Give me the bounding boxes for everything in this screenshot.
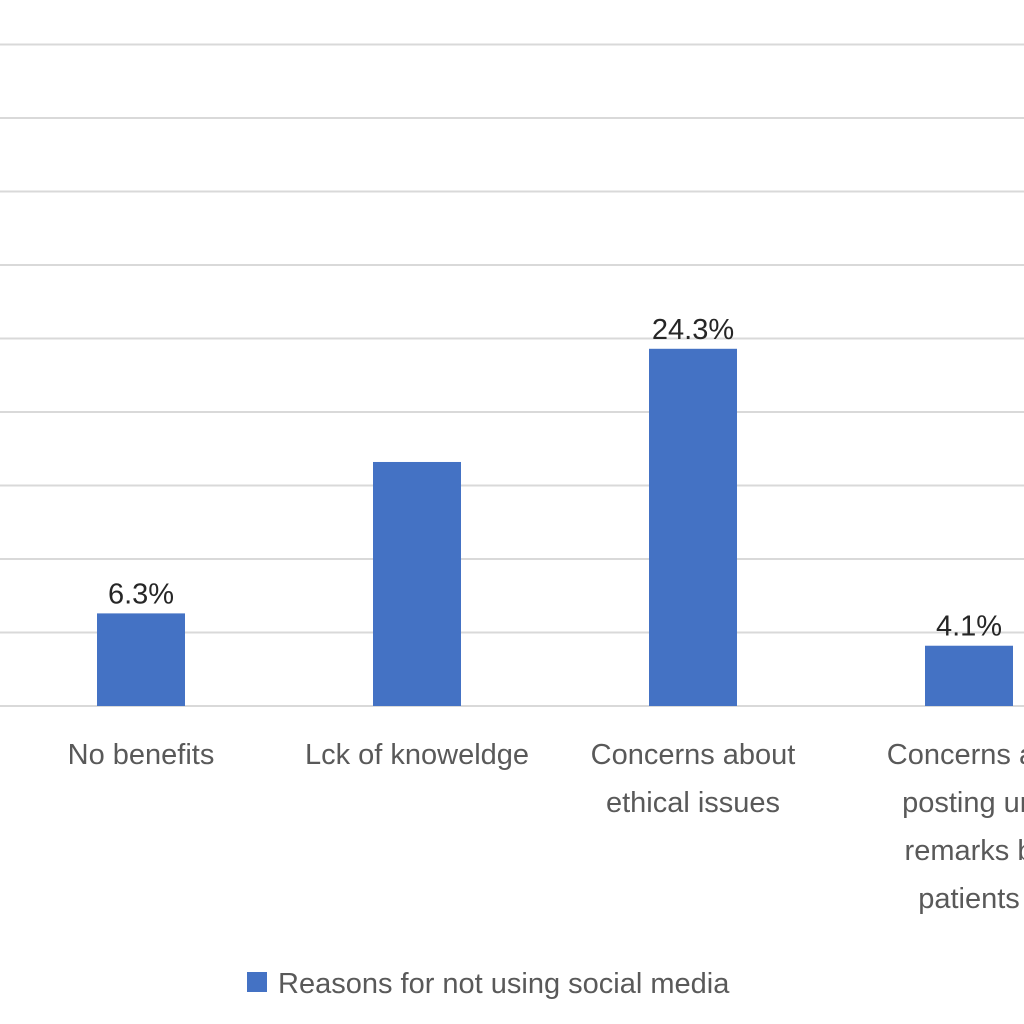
data-label: 24.3% — [652, 314, 734, 346]
bar — [925, 645, 1013, 706]
bar — [373, 461, 461, 706]
legend-label: Reasons for not using social media — [278, 968, 730, 1000]
category-label: Concerns about ethical issues — [591, 739, 796, 819]
legend-swatch — [247, 972, 267, 992]
data-label: 6.3% — [108, 578, 174, 610]
legend: Reasons for not using social media — [247, 968, 730, 1000]
data-label: 4.1% — [936, 611, 1002, 643]
category-labels: No benefits Lck of knoweldge Concerns abou… — [68, 739, 1024, 915]
bar — [649, 348, 737, 706]
bars — [97, 348, 1013, 706]
data-labels: 6.3% 24.3% 4.1% — [108, 314, 1002, 643]
category-label: No benefits — [68, 739, 215, 771]
category-label: Lck of knoweldge — [305, 739, 529, 771]
bar — [97, 613, 185, 706]
